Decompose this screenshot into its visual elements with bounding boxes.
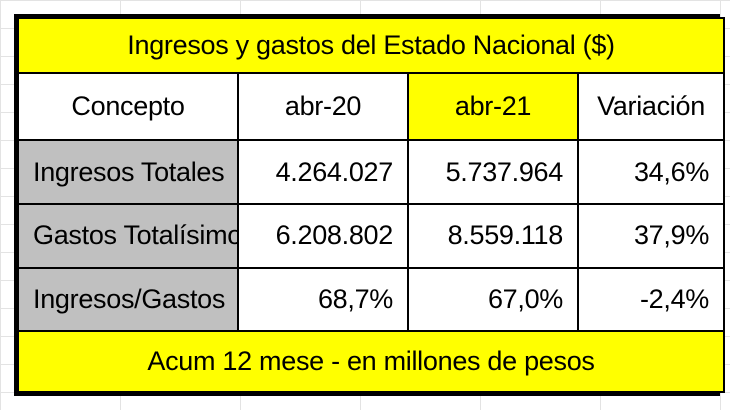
table-header-row: Concepto abr-20 abr-21 Variación [17, 72, 726, 142]
summary-table-frame: Ingresos y gastos del Estado Nacional ($… [14, 14, 726, 396]
cell-abr-20[interactable]: 4.264.027 [237, 139, 409, 205]
cell-abr-20[interactable]: 6.208.802 [237, 202, 409, 269]
table-row: Ingresos Totales 4.264.027 5.737.964 34,… [17, 139, 726, 205]
table-title-row: Ingresos y gastos del Estado Nacional ($… [16, 16, 726, 75]
row-label[interactable]: Ingresos/Gastos [17, 266, 239, 333]
cell-abr-21[interactable]: 8.559.118 [407, 202, 579, 269]
cell-abr-21[interactable]: 5.737.964 [407, 139, 579, 205]
table-footer-note[interactable]: Acum 12 mese - en millones de pesos [16, 330, 726, 393]
row-label[interactable]: Ingresos Totales [17, 139, 239, 205]
cell-abr-20[interactable]: 68,7% [237, 266, 409, 333]
header-abr-20[interactable]: abr-20 [237, 72, 409, 142]
row-label[interactable]: Gastos Totalísimo [17, 202, 239, 269]
cell-abr-21[interactable]: 67,0% [407, 266, 579, 333]
cell-variacion[interactable]: 37,9% [576, 202, 726, 269]
header-abr-21[interactable]: abr-21 [407, 72, 579, 142]
table-row: Gastos Totalísimo 6.208.802 8.559.118 37… [17, 202, 726, 269]
income-expense-table: Ingresos y gastos del Estado Nacional ($… [16, 16, 726, 393]
table-title[interactable]: Ingresos y gastos del Estado Nacional ($… [16, 16, 726, 75]
table-row: Ingresos/Gastos 68,7% 67,0% -2,4% [17, 266, 726, 333]
cell-variacion[interactable]: 34,6% [576, 139, 726, 205]
header-concepto[interactable]: Concepto [17, 72, 239, 142]
cell-variacion[interactable]: -2,4% [576, 266, 726, 333]
header-variacion[interactable]: Variación [576, 72, 726, 142]
table-footer-row: Acum 12 mese - en millones de pesos [16, 330, 726, 393]
